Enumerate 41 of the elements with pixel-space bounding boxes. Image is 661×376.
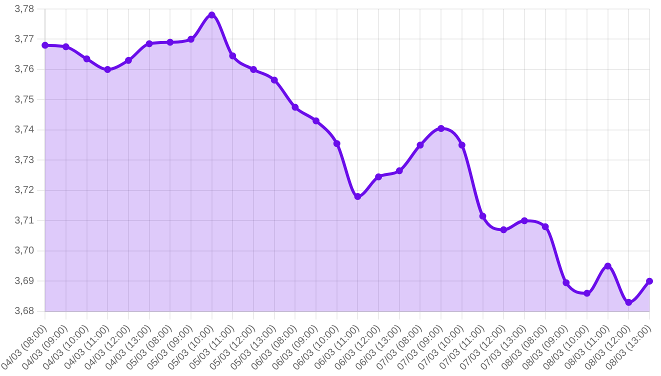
point	[646, 278, 654, 285]
point	[42, 42, 49, 49]
point	[270, 76, 278, 84]
point	[562, 279, 570, 286]
y-tick-label: 3,77	[14, 34, 34, 45]
point	[604, 262, 612, 270]
y-tick-label: 3,74	[14, 124, 34, 136]
y-tick-label: 3,70	[14, 246, 34, 257]
point	[416, 142, 424, 149]
point	[124, 56, 132, 64]
point	[583, 290, 590, 297]
point	[187, 36, 194, 43]
point	[312, 117, 320, 124]
y-tick-label: 3,68	[14, 306, 34, 318]
point	[229, 52, 236, 60]
point	[375, 173, 382, 180]
point	[166, 38, 174, 46]
point	[208, 12, 216, 19]
point	[500, 226, 508, 234]
point	[83, 55, 90, 62]
point	[354, 193, 362, 200]
y-tick-label: 3,69	[14, 276, 34, 287]
point	[458, 142, 466, 149]
point	[104, 66, 112, 73]
point	[479, 212, 486, 220]
point	[438, 124, 445, 132]
y-tick-label: 3,75	[14, 94, 34, 106]
y-tick-label: 3,72	[14, 185, 34, 196]
point	[292, 104, 299, 111]
point	[333, 140, 340, 148]
y-tick-label: 3,76	[14, 64, 34, 76]
point	[542, 223, 549, 230]
point	[520, 217, 528, 224]
point	[62, 43, 70, 50]
y-tick-label: 3,73	[14, 154, 34, 166]
point	[625, 298, 632, 306]
y-tick-label: 3,71	[14, 215, 34, 226]
point	[396, 167, 403, 174]
point	[146, 40, 153, 48]
y-tick-label: 3,78	[14, 4, 34, 15]
point	[250, 66, 257, 73]
